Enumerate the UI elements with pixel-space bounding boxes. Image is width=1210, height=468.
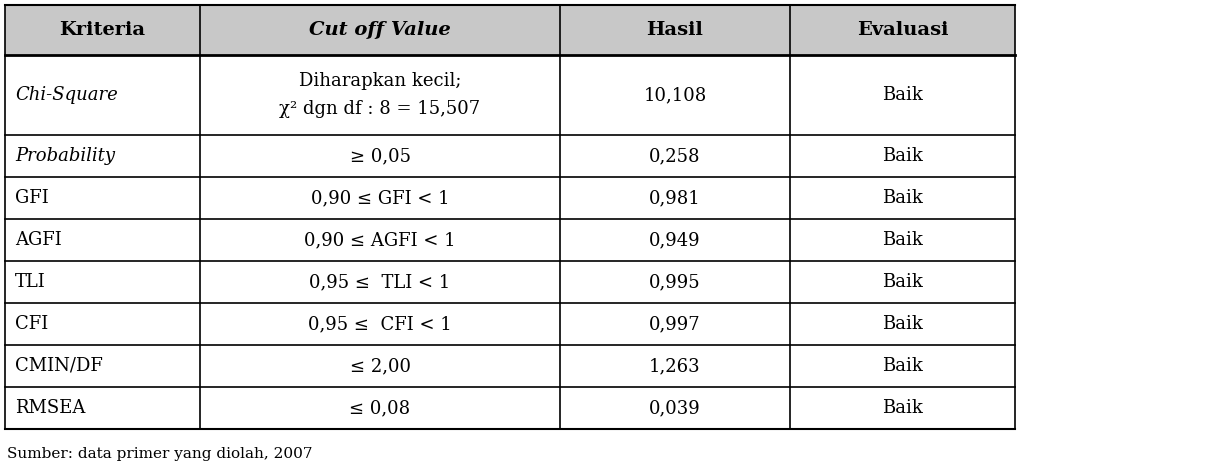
Text: Cut off Value: Cut off Value (309, 21, 451, 39)
Bar (200, 261, 560, 303)
Bar (5, 177, 200, 219)
Bar (790, 303, 1015, 345)
Bar (790, 219, 1015, 261)
Text: TLI: TLI (15, 273, 46, 291)
Bar (560, 177, 790, 219)
Bar (560, 387, 790, 429)
Text: 0,95 ≤  TLI < 1: 0,95 ≤ TLI < 1 (310, 273, 450, 291)
Text: 0,90 ≤ GFI < 1: 0,90 ≤ GFI < 1 (311, 189, 449, 207)
Text: CFI: CFI (15, 315, 48, 333)
Text: ≤ 2,00: ≤ 2,00 (350, 357, 410, 375)
Text: Diharapkan kecil;: Diharapkan kecil; (299, 73, 461, 90)
Bar (200, 387, 560, 429)
Bar (5, 261, 200, 303)
Text: Baik: Baik (882, 273, 923, 291)
Text: Baik: Baik (882, 231, 923, 249)
Bar (790, 261, 1015, 303)
Text: RMSEA: RMSEA (15, 399, 86, 417)
Bar (200, 345, 560, 387)
Bar (5, 387, 200, 429)
Text: Baik: Baik (882, 399, 923, 417)
Bar (5, 219, 200, 261)
Bar (200, 219, 560, 261)
Bar (5, 5, 1015, 55)
Text: 10,108: 10,108 (644, 86, 707, 104)
Bar (200, 303, 560, 345)
Bar (560, 345, 790, 387)
Text: 0,258: 0,258 (650, 147, 701, 165)
Bar (560, 261, 790, 303)
Bar (560, 135, 790, 177)
Text: Baik: Baik (882, 147, 923, 165)
Text: Sumber: data primer yang diolah, 2007: Sumber: data primer yang diolah, 2007 (7, 447, 312, 461)
Text: GFI: GFI (15, 189, 48, 207)
Text: 0,997: 0,997 (650, 315, 701, 333)
Bar (5, 345, 200, 387)
Bar (790, 345, 1015, 387)
Text: 0,995: 0,995 (650, 273, 701, 291)
Text: Baik: Baik (882, 86, 923, 104)
Bar (200, 135, 560, 177)
Text: Chi-Square: Chi-Square (15, 86, 117, 104)
Bar (790, 55, 1015, 135)
Text: 0,949: 0,949 (650, 231, 701, 249)
Text: ≤ 0,08: ≤ 0,08 (350, 399, 410, 417)
Text: 0,039: 0,039 (649, 399, 701, 417)
Text: Baik: Baik (882, 315, 923, 333)
Text: Kriteria: Kriteria (59, 21, 145, 39)
Bar (790, 177, 1015, 219)
Text: AGFI: AGFI (15, 231, 62, 249)
Text: Baik: Baik (882, 357, 923, 375)
Text: χ² dgn df : 8 = 15,507: χ² dgn df : 8 = 15,507 (280, 100, 480, 117)
Bar (790, 387, 1015, 429)
Bar (200, 177, 560, 219)
Text: 1,263: 1,263 (650, 357, 701, 375)
Text: 0,981: 0,981 (649, 189, 701, 207)
Text: CMIN/DF: CMIN/DF (15, 357, 103, 375)
Bar (5, 135, 200, 177)
Bar (560, 219, 790, 261)
Text: 0,95 ≤  CFI < 1: 0,95 ≤ CFI < 1 (309, 315, 451, 333)
Text: ≥ 0,05: ≥ 0,05 (350, 147, 410, 165)
Bar (200, 55, 560, 135)
Text: 0,90 ≤ AGFI < 1: 0,90 ≤ AGFI < 1 (304, 231, 456, 249)
Bar (5, 303, 200, 345)
Bar (5, 55, 200, 135)
Text: Probability: Probability (15, 147, 115, 165)
Bar (790, 135, 1015, 177)
Bar (560, 55, 790, 135)
Text: Hasil: Hasil (646, 21, 703, 39)
Text: Baik: Baik (882, 189, 923, 207)
Text: Evaluasi: Evaluasi (857, 21, 949, 39)
Bar (560, 303, 790, 345)
